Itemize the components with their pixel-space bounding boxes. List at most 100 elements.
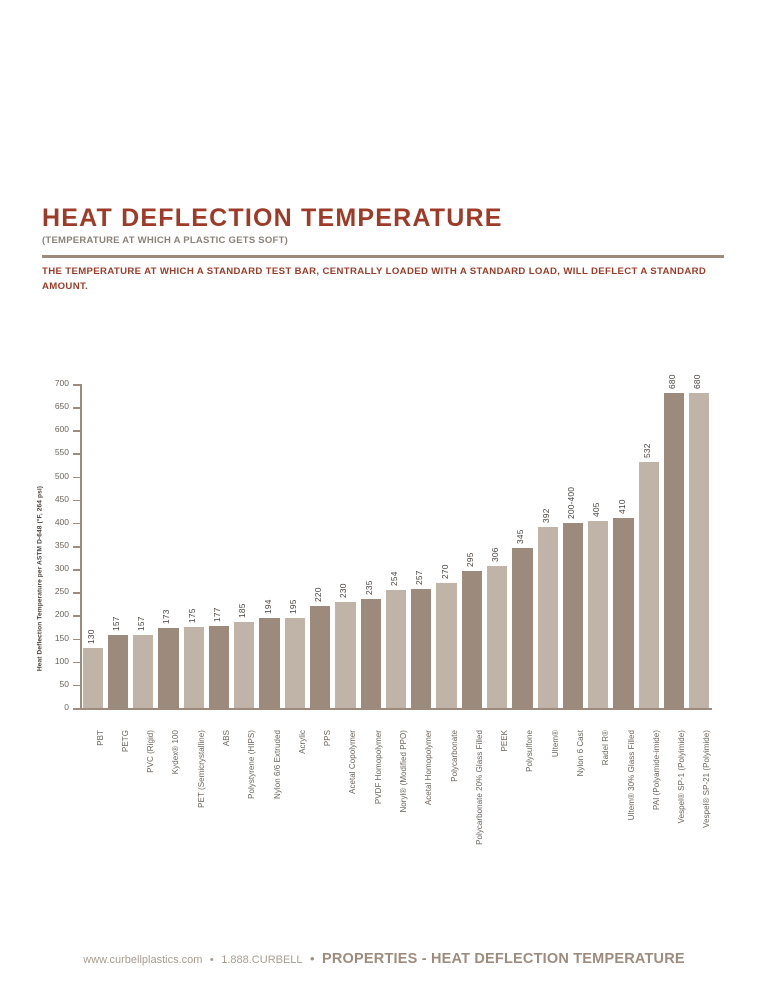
bar-group: 270 Polycarbonate — [436, 384, 459, 782]
bar-value-label: 680 — [692, 374, 703, 390]
x-axis-label: Ultem® 30% Glass Filled — [626, 730, 636, 821]
y-tick-label: 200 — [54, 609, 69, 620]
bar-value-label: 130 — [85, 629, 96, 644]
page-header: HEAT DEFLECTION TEMPERATURE (TEMPERATURE… — [42, 205, 724, 294]
y-axis-tick: 250 — [0, 586, 80, 596]
y-tick-label: 250 — [54, 586, 69, 597]
x-axis-label: Acrylic — [297, 730, 307, 754]
bar-group: 680 Vespel® SP-1 (Polyimide) — [663, 375, 686, 823]
y-tick-mark — [73, 384, 80, 386]
bar — [537, 526, 558, 708]
bar-value-label: 157 — [110, 616, 121, 632]
bar — [234, 622, 255, 708]
bar-value-label: 532 — [641, 443, 652, 458]
y-axis-ticks: 0 50 100 150 200 250 300 350 400 450 500 550 600 650 7… — [0, 378, 80, 712]
bar-value-label: 194 — [262, 599, 273, 615]
y-axis-tick: 300 — [0, 563, 80, 573]
bar — [411, 589, 432, 708]
bar — [436, 583, 457, 708]
bar-value-label: 295 — [464, 552, 475, 568]
y-tick-mark — [73, 430, 80, 432]
bar-group: 175 PET (Semicrystalline) — [183, 384, 206, 808]
bar-group: 230 Acetal Copolymer — [335, 384, 357, 794]
bar-group: 173 Kydex® 100 — [158, 384, 180, 774]
header-divider — [42, 255, 724, 259]
page-subtitle: (TEMPERATURE AT WHICH A PLASTIC GETS SOF… — [42, 235, 289, 247]
y-axis-tick: 0 — [0, 702, 80, 712]
bar-group: 194 Nylon 6/6 Extruded — [259, 384, 282, 799]
bar-value-label: 220 — [313, 587, 324, 603]
y-axis-tick: 550 — [0, 447, 80, 457]
bar-value-label: 345 — [515, 529, 526, 545]
bar-group: 195 Acrylic — [284, 384, 307, 754]
bar-group: 257 Acetal Homopolymer — [411, 384, 433, 805]
x-axis-label: Vespel® SP-1 (Polyimide) — [677, 730, 687, 824]
footer-website[interactable]: www.curbellplastics.com — [83, 954, 203, 966]
bar-group: 405 Radel R® — [588, 384, 610, 765]
bar — [385, 590, 407, 708]
bar — [487, 566, 508, 708]
y-axis-tick: 50 — [0, 679, 80, 689]
plot-bars: 130 PBT 157 PETG 157 PVC (Rigid) 173 Kydex® 100… — [80, 375, 712, 845]
x-axis-label: PBT — [95, 730, 105, 746]
footer-title: PROPERTIES - HEAT DEFLECTION TEMPERATURE — [322, 951, 685, 967]
y-tick-mark — [73, 476, 80, 479]
bar-value-label: 173 — [161, 609, 172, 624]
y-tick-mark — [73, 684, 80, 687]
footer-separator: • — [209, 954, 214, 966]
x-axis-label: Radel R® — [601, 730, 611, 766]
bar — [461, 571, 482, 708]
x-axis-label: Kydex® 100 — [171, 730, 181, 775]
y-axis-line — [80, 384, 82, 708]
bar-value-label: 185 — [237, 603, 248, 619]
bar-value-label: 175 — [186, 608, 197, 623]
bar-group: 254 Noryl® (Modified PPO) — [385, 384, 408, 813]
y-tick-label: 50 — [59, 678, 69, 689]
x-axis-label: Polystyrene (HIPS) — [247, 730, 257, 799]
bar — [588, 520, 609, 708]
x-axis-label: Polysulfone — [525, 730, 535, 772]
footer-phone: 1.888.CURBELL — [221, 954, 303, 966]
y-tick-mark — [73, 522, 80, 525]
y-tick-label: 450 — [54, 493, 69, 504]
bar-group: 177 ABS — [208, 384, 231, 746]
x-axis-label: Acetal Copolymer — [348, 730, 358, 794]
y-axis-tick: 600 — [0, 424, 80, 434]
bar-group: 306 PEEK — [487, 384, 509, 752]
page-footer: www.curbellplastics.com • 1.888.CURBELL … — [0, 950, 768, 968]
x-axis-label: Noryl® (Modified PPO) — [398, 730, 408, 813]
bar-group: 392 Ultem® — [537, 384, 560, 757]
bar-value-label: 157 — [136, 616, 147, 632]
y-tick-label: 100 — [54, 655, 69, 666]
y-axis-tick: 150 — [0, 633, 80, 643]
y-tick-label: 550 — [54, 447, 69, 458]
bar-group: 410 Ultem® 30% Glass Filled — [613, 384, 636, 820]
y-axis-tick: 500 — [0, 471, 80, 481]
bar — [310, 606, 331, 708]
bar-group: 157 PVC (Rigid) — [133, 384, 155, 773]
y-tick-mark — [73, 407, 80, 409]
bar-value-label: 254 — [388, 571, 399, 587]
bar-group: 130 PBT — [82, 384, 105, 746]
bar-value-label: 235 — [363, 580, 374, 596]
bar — [512, 548, 533, 708]
y-axis-tick: 200 — [0, 609, 80, 619]
bar-group: 295 Polycarbonate 20% Glass Filled — [461, 384, 484, 845]
bar-value-label: 410 — [616, 499, 627, 515]
bar-group: 185 Polystyrene (HIPS) — [234, 384, 256, 799]
x-axis-line — [80, 708, 712, 710]
x-axis-label: Polycarbonate — [449, 730, 459, 782]
y-tick-label: 650 — [54, 401, 69, 412]
y-tick-label: 600 — [54, 424, 69, 435]
bar-value-label: 177 — [212, 607, 223, 623]
y-tick-mark — [73, 615, 80, 617]
x-axis-label: PET (Semicrystalline) — [196, 730, 206, 808]
bar-group: 200-400 Nylon 6 Cast — [562, 384, 585, 776]
x-axis-label: PVC (Rigid) — [146, 730, 156, 773]
x-axis-label: Acetal Homopolymer — [424, 730, 434, 806]
y-axis-tick: 650 — [0, 401, 80, 411]
x-axis-label: Ultem® — [550, 730, 560, 758]
y-tick-mark — [73, 661, 80, 664]
x-axis-label: Nylon 6/6 Extruded — [272, 730, 282, 799]
bar — [613, 518, 634, 708]
